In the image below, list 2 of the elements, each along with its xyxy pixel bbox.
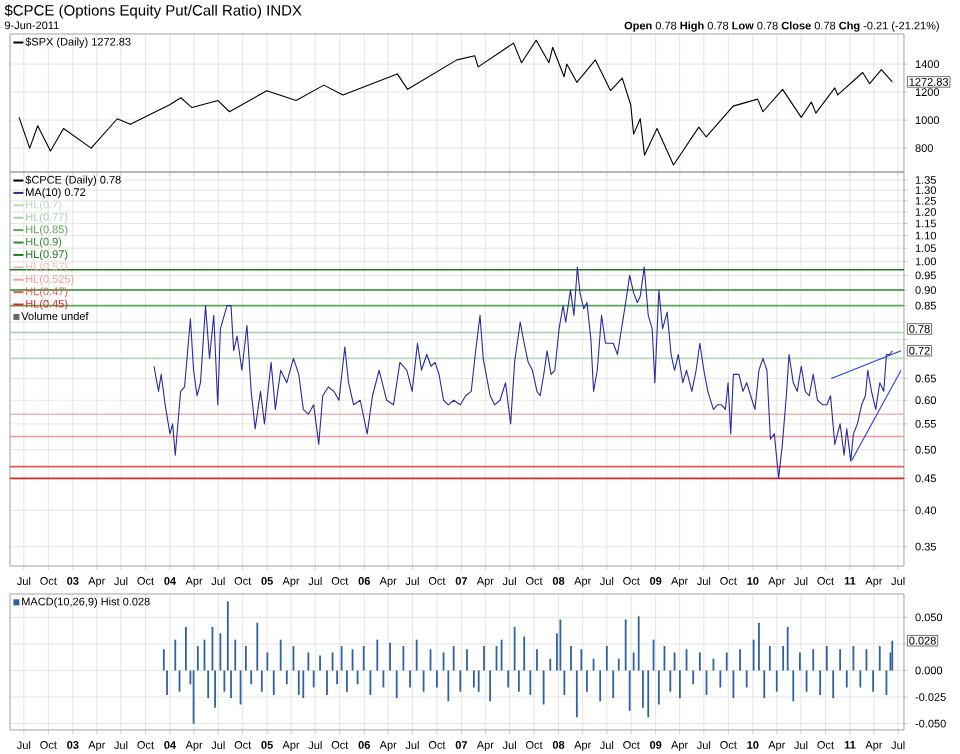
line-series [18, 39, 893, 166]
line-series [153, 266, 893, 479]
